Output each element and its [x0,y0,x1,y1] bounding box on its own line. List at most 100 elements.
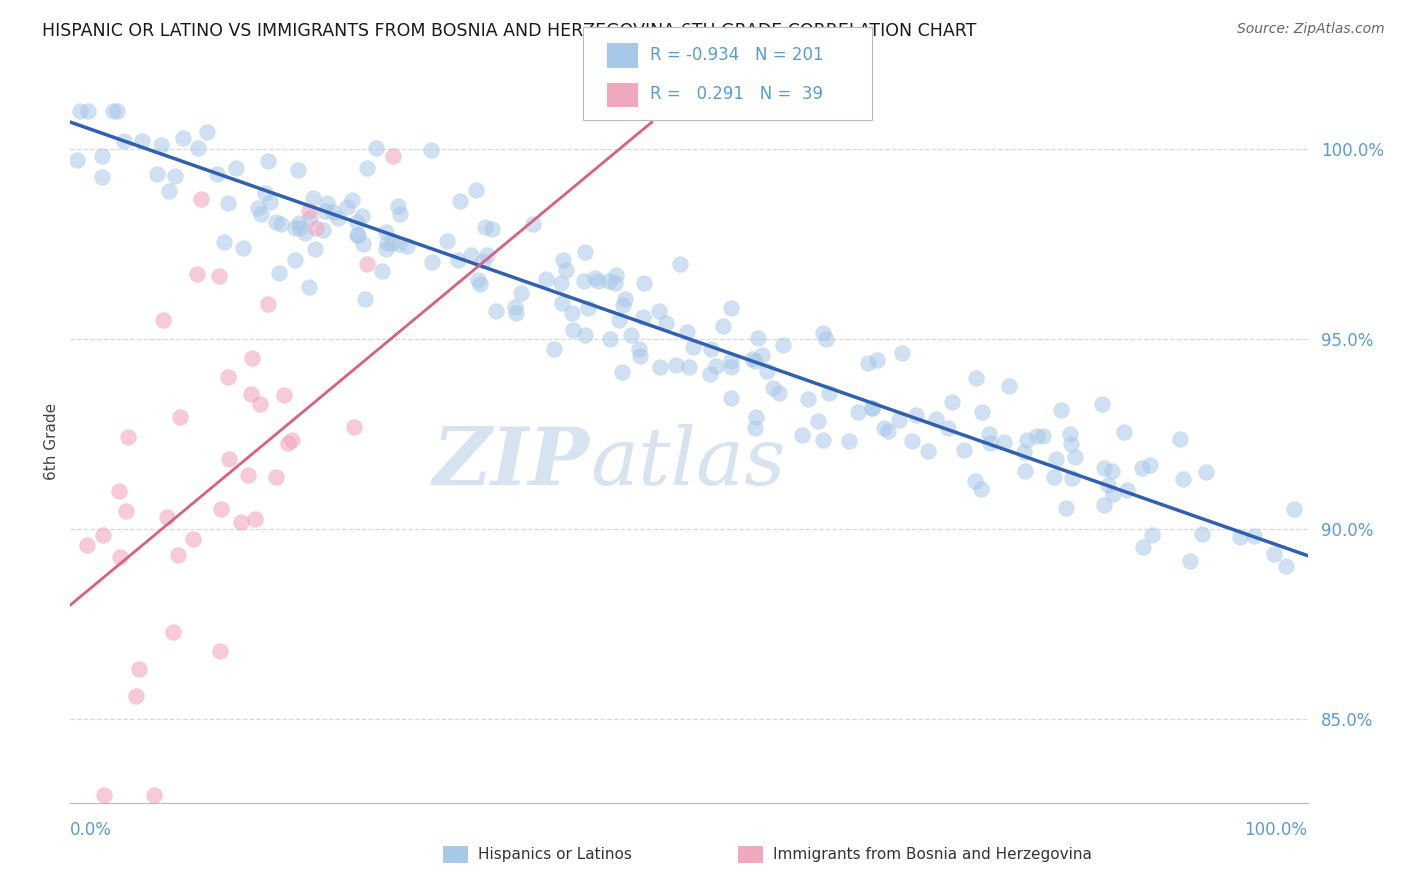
Point [762,381,785,395]
Point [561,323,583,337]
Point [1045,451,1067,466]
Point [150,138,173,153]
Point [288,216,311,230]
Point [375,236,398,251]
Point [700,342,723,356]
Point [838,434,860,448]
Point [298,211,321,225]
Point [485,304,508,318]
Point [217,196,239,211]
Point [131,134,153,148]
Point [1060,471,1083,485]
Point [612,298,634,312]
Point [125,689,148,703]
Point [342,193,364,207]
Point [249,207,271,221]
Point [152,313,174,327]
Point [1012,445,1035,459]
Text: R =   0.291   N =  39: R = 0.291 N = 39 [650,85,823,103]
Point [162,625,184,640]
Point [1092,498,1115,512]
Point [190,192,212,206]
Point [382,149,405,163]
Point [905,408,928,422]
Point [605,277,627,291]
Point [970,405,993,419]
Point [977,427,1000,442]
Point [522,217,544,231]
Point [259,195,281,210]
Point [143,788,166,802]
Point [420,143,443,157]
Point [209,502,232,516]
Point [1054,500,1077,515]
Point [1171,472,1194,486]
Point [979,436,1001,450]
Point [628,349,651,363]
Point [374,225,396,239]
Point [925,411,948,425]
Point [720,391,742,405]
Point [253,186,276,200]
Point [751,349,773,363]
Point [322,205,344,219]
Point [720,360,742,375]
Point [101,103,124,118]
Point [1178,554,1201,568]
Point [117,430,139,444]
Point [614,293,637,307]
Text: Source: ZipAtlas.com: Source: ZipAtlas.com [1237,22,1385,37]
Point [284,221,307,235]
Point [648,359,671,374]
Point [744,421,766,435]
Point [436,235,458,249]
Point [669,257,692,271]
Point [654,316,676,330]
Point [1014,464,1036,478]
Point [165,169,187,184]
Point [811,326,834,340]
Point [561,305,583,319]
Text: Hispanics or Latinos: Hispanics or Latinos [478,847,631,862]
Point [312,223,335,237]
Point [1140,527,1163,541]
Point [447,253,470,268]
Point [633,277,655,291]
Point [128,662,150,676]
Point [112,134,135,148]
Text: R = -0.934   N = 201: R = -0.934 N = 201 [650,46,823,64]
Point [388,237,411,252]
Point [860,401,883,415]
Point [243,512,266,526]
Point [472,254,495,268]
Point [605,268,627,283]
Point [298,203,321,218]
Point [818,386,841,401]
Point [998,378,1021,392]
Point [963,474,986,488]
Point [76,104,98,119]
Text: atlas: atlas [591,425,786,502]
Point [460,248,482,262]
Point [375,243,398,257]
Point [115,504,138,518]
Point [675,326,697,340]
Point [205,167,228,181]
Point [315,195,337,210]
Point [1091,397,1114,411]
Point [187,141,209,155]
Point [553,252,575,267]
Point [231,515,253,529]
Point [574,245,596,260]
Point [396,238,419,252]
Point [1275,558,1298,573]
Point [246,201,269,215]
Point [1115,483,1137,498]
Point [218,451,240,466]
Point [1284,502,1306,516]
Point [1060,437,1083,451]
Point [264,469,287,483]
Point [772,337,794,351]
Point [505,306,527,320]
Point [628,342,651,356]
